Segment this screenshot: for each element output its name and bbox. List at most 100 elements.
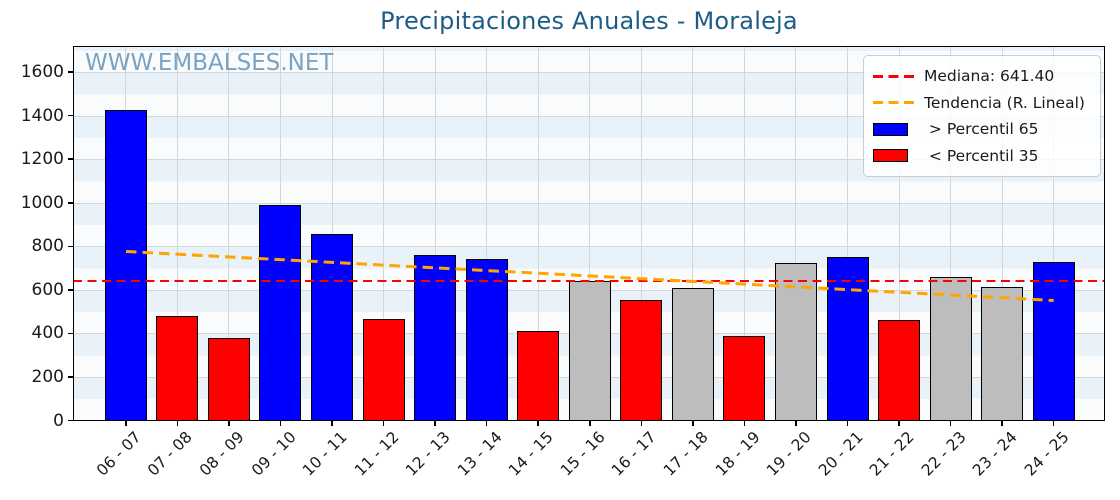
legend-item-p65: > Percentil 65 [873, 116, 1092, 143]
x-tick-mark [1052, 420, 1055, 426]
x-tick-label: 14 - 15 [505, 427, 557, 480]
legend-swatch-box [873, 101, 918, 105]
bar-11-12 [362, 319, 405, 421]
legend-label-trend: Tendencia (R. Lineal) [924, 93, 1085, 112]
gridline-vertical [228, 46, 230, 421]
bar-23-24 [981, 286, 1024, 421]
x-tick-label: 16 - 17 [608, 427, 661, 480]
y-tick-mark [67, 114, 73, 117]
gridline-vertical [1001, 46, 1003, 421]
x-tick-label: 12 - 13 [402, 427, 454, 480]
legend-item-median: Mediana: 641.40 [873, 63, 1092, 90]
legend-label-p35: < Percentil 35 [924, 146, 1039, 165]
bar-20-21 [826, 257, 869, 421]
x-tick-label: 10 - 11 [299, 427, 351, 480]
x-tick-label: 21 - 22 [866, 427, 918, 480]
gridline-vertical [847, 46, 848, 421]
legend-swatch-box [873, 149, 918, 163]
gridline-vertical [1053, 46, 1055, 421]
bar-08-09 [207, 337, 250, 421]
x-tick-label: 11 - 12 [350, 427, 403, 480]
bar-12-13 [414, 255, 457, 421]
bar-15-16 [568, 280, 611, 421]
y-tick-label: 200 [31, 366, 64, 387]
y-tick-mark [67, 419, 73, 422]
x-tick-label: 23 - 24 [969, 427, 1021, 480]
median-line [73, 279, 1105, 283]
y-tick-mark [67, 332, 73, 335]
y-tick-mark [67, 202, 73, 204]
legend-label-median: Mediana: 641.40 [924, 67, 1055, 86]
x-tick-label: 08 - 09 [196, 427, 248, 480]
y-tick-mark [67, 71, 73, 73]
bar-24-25 [1032, 261, 1075, 421]
x-tick-mark [692, 420, 694, 426]
bar-14-15 [517, 331, 560, 421]
legend-item-trend: Tendencia (R. Lineal) [873, 90, 1092, 117]
trend-dash-swatch [873, 101, 914, 105]
bar-09-10 [259, 204, 302, 421]
gridline-vertical [950, 46, 952, 421]
gridline-vertical [486, 46, 488, 421]
y-tick-label: 400 [31, 323, 64, 344]
bar-22-23 [929, 276, 972, 421]
x-tick-mark [176, 420, 179, 426]
y-tick-mark [67, 158, 73, 160]
x-tick-mark [382, 420, 385, 426]
gridline-horizontal [73, 115, 1105, 117]
y-tick-label: 1600 [20, 62, 64, 83]
gridline-vertical [383, 46, 385, 421]
bar-07-08 [156, 316, 199, 421]
legend-item-p35: < Percentil 35 [873, 143, 1092, 170]
x-tick-mark [640, 420, 643, 426]
gridline-vertical [537, 46, 539, 421]
y-tick-mark [67, 245, 73, 248]
bar-13-14 [465, 259, 508, 421]
bar-17-18 [671, 287, 714, 421]
x-tick-mark [949, 420, 952, 426]
x-tick-mark [846, 420, 849, 426]
bar-19-20 [774, 262, 817, 421]
bar-06-07 [104, 110, 147, 421]
x-tick-label: 09 - 10 [247, 427, 300, 480]
y-tick-label: 0 [53, 410, 64, 431]
gridline-horizontal [73, 72, 1105, 74]
x-tick-label: 18 - 19 [711, 427, 764, 480]
watermark: WWW.EMBALSES.NET [85, 50, 334, 76]
legend-swatch-box [873, 74, 918, 78]
gridline-horizontal [73, 202, 1105, 204]
x-tick-mark [485, 420, 488, 426]
legend: Mediana: 641.40 Tendencia (R. Lineal) > P… [863, 55, 1101, 177]
gridline-horizontal [73, 159, 1105, 161]
x-tick-label: 15 - 16 [556, 427, 609, 480]
x-tick-label: 13 - 14 [453, 427, 506, 480]
bar-10-11 [311, 234, 353, 421]
x-tick-mark [537, 420, 539, 426]
y-tick-label: 1200 [20, 149, 64, 170]
bar-18-19 [723, 335, 766, 421]
gridline-vertical [692, 46, 694, 421]
gridline-vertical [331, 46, 333, 421]
x-tick-mark [1001, 420, 1003, 426]
x-tick-label: 07 - 08 [144, 427, 197, 480]
gridline-vertical [434, 46, 436, 421]
legend-label-p65: > Percentil 65 [924, 120, 1039, 139]
gridline-vertical [176, 46, 178, 421]
x-tick-mark [589, 420, 591, 426]
y-tick-mark [67, 376, 73, 378]
x-tick-mark [743, 420, 746, 426]
x-tick-mark [434, 420, 436, 426]
legend-swatch-box [873, 122, 918, 136]
gridline-horizontal [73, 246, 1105, 248]
x-tick-label: 22 - 23 [917, 427, 970, 480]
x-tick-label: 06 - 07 [92, 427, 145, 480]
y-tick-label: 1000 [20, 192, 64, 213]
p35-rect-swatch [873, 149, 908, 163]
x-tick-mark [279, 420, 282, 426]
chart-title: Precipitaciones Anuales - Moraleja [380, 7, 798, 35]
median-dash-swatch [873, 74, 914, 78]
y-tick-label: 800 [31, 236, 64, 257]
x-tick-label: 24 - 25 [1020, 427, 1073, 480]
p65-rect-swatch [873, 122, 908, 136]
